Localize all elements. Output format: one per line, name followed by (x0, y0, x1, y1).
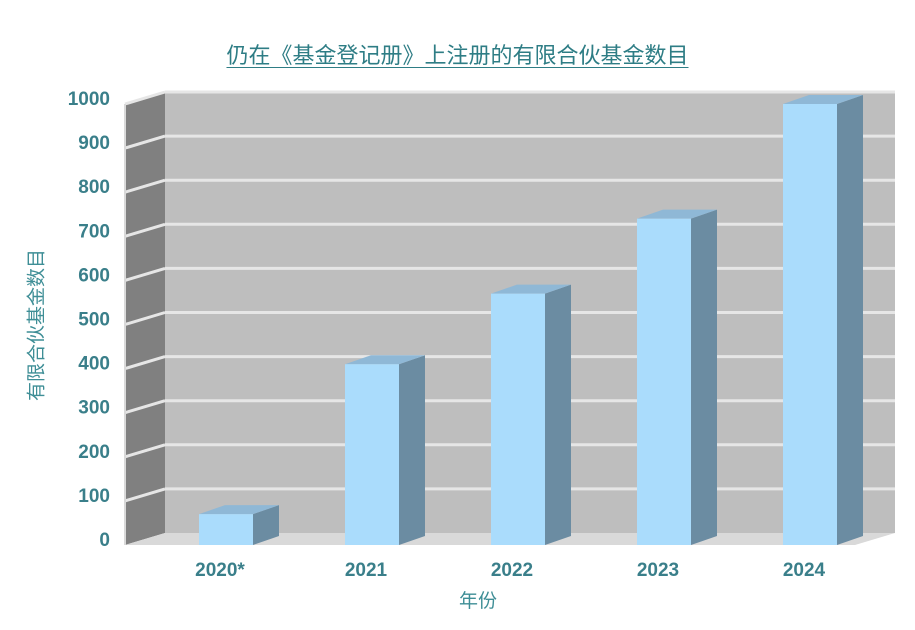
bar (637, 209, 717, 545)
y-tick-label: 0 (99, 530, 110, 551)
gridline-side (124, 355, 166, 371)
bar (199, 505, 279, 545)
bar-side-face (837, 95, 863, 545)
bar-top-face (199, 505, 279, 515)
y-tick-label: 200 (78, 442, 110, 463)
bar-top-face (783, 95, 863, 104)
bar-top-face (345, 355, 425, 365)
bar-front-face (783, 104, 837, 545)
y-tick-label: 700 (78, 221, 110, 242)
y-tick-label: 400 (78, 354, 110, 375)
y-tick-labels: 0 100 200 300 400 500 600 700 800 900 1000 (68, 89, 110, 551)
x-tick-label: 2020* (195, 560, 245, 581)
bar (783, 95, 863, 545)
bar (345, 355, 425, 545)
bar-front-face (491, 293, 545, 545)
y-tick-label: 100 (78, 486, 110, 507)
gridline-side (124, 266, 166, 282)
y-tick-label: 900 (78, 133, 110, 154)
gridline-side (124, 178, 166, 194)
bar-front-face (345, 364, 399, 545)
bar-side-face (691, 209, 717, 545)
bar-top-face (491, 284, 571, 294)
gridline-side (124, 222, 166, 238)
bar-front-face (199, 514, 253, 545)
bar-side-face (253, 505, 279, 545)
bar (491, 284, 571, 545)
y-tick-label: 600 (78, 265, 110, 286)
gridline-side (124, 311, 166, 326)
gridline-side (124, 90, 166, 106)
gridline-side (124, 134, 166, 150)
chart-title: 仍在《基金登记册》上注册的有限合伙基金数目 (226, 44, 689, 69)
bar-side-face (545, 284, 571, 545)
x-tick-label: 2021 (345, 560, 388, 581)
bars (199, 95, 863, 545)
bar-front-face (637, 218, 691, 545)
x-axis-label: 年份 (458, 590, 498, 612)
y-tick-label: 800 (78, 177, 110, 198)
x-tick-labels: 2020* 2021 2022 2023 2024 (195, 560, 825, 581)
y-tick-label: 500 (78, 310, 110, 331)
y-tick-label: 1000 (68, 89, 110, 110)
bar-top-face (637, 209, 717, 219)
x-tick-label: 2022 (491, 560, 533, 581)
y-tick-label: 300 (78, 398, 110, 419)
x-tick-label: 2023 (637, 560, 679, 581)
gridline-side (124, 487, 166, 503)
gridline-side (124, 399, 166, 415)
gridline-side (124, 443, 166, 459)
bar-side-face (399, 355, 425, 545)
x-tick-label: 2024 (783, 560, 826, 581)
